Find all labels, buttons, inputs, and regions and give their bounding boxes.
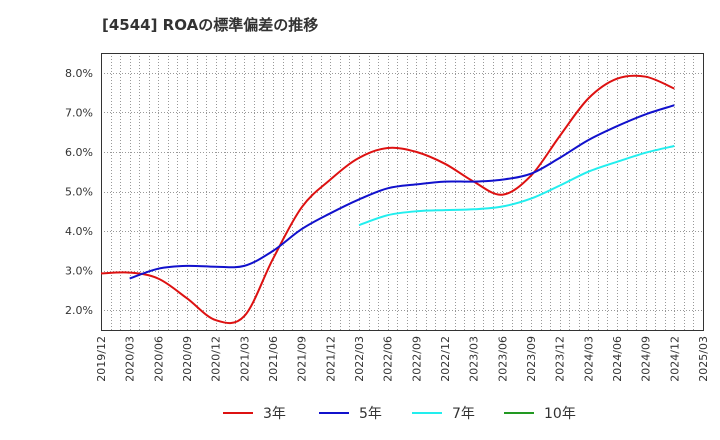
legend-label: 3年 xyxy=(263,406,286,422)
x-tick-label: 2024/06 xyxy=(611,336,624,382)
plot-area-frame xyxy=(101,53,704,331)
y-tick-label: 8.0% xyxy=(65,67,93,80)
x-tick-label: 2021/12 xyxy=(324,336,337,382)
y-tick-label: 4.0% xyxy=(65,225,93,238)
x-tick-label: 2024/09 xyxy=(640,336,653,382)
x-tick-label: 2021/06 xyxy=(267,336,280,382)
x-tick-label: 2025/03 xyxy=(697,336,710,382)
y-tick-label: 6.0% xyxy=(65,146,93,159)
grid xyxy=(101,53,703,330)
y-tick-label: 3.0% xyxy=(65,265,93,278)
chart-title: [4544] ROAの標準偏差の推移 xyxy=(102,16,319,34)
x-tick-label: 2023/06 xyxy=(496,336,509,382)
x-tick-label: 2021/03 xyxy=(238,336,251,382)
series-line-3 xyxy=(358,145,675,227)
y-tick-label: 5.0% xyxy=(65,186,93,199)
x-tick-label: 2020/06 xyxy=(152,336,165,382)
x-tick-label: 2022/03 xyxy=(353,336,366,382)
y-tick-label: 7.0% xyxy=(65,106,93,119)
y-tick-label: 2.0% xyxy=(65,304,93,317)
x-tick-label: 2024/03 xyxy=(582,336,595,382)
x-tick-label: 2024/12 xyxy=(668,336,681,382)
x-tick-label: 2022/06 xyxy=(382,336,395,382)
x-tick-label: 2020/03 xyxy=(124,336,137,382)
legend-label: 10年 xyxy=(544,406,576,422)
x-tick-label: 2022/09 xyxy=(410,336,423,382)
series-line-2 xyxy=(129,104,675,280)
x-tick-label: 2020/12 xyxy=(210,336,223,382)
x-tick-label: 2020/09 xyxy=(181,336,194,382)
x-tick-label: 2023/09 xyxy=(525,336,538,382)
x-tick-label: 2023/12 xyxy=(554,336,567,382)
series-line-1 xyxy=(100,74,675,325)
x-tick-label: 2023/03 xyxy=(468,336,481,382)
x-tick-label: 2021/09 xyxy=(296,336,309,382)
legend-label: 7年 xyxy=(452,406,475,422)
x-tick-label: 2019/12 xyxy=(95,336,108,382)
x-tick-label: 2022/12 xyxy=(439,336,452,382)
legend-label: 5年 xyxy=(359,406,382,422)
